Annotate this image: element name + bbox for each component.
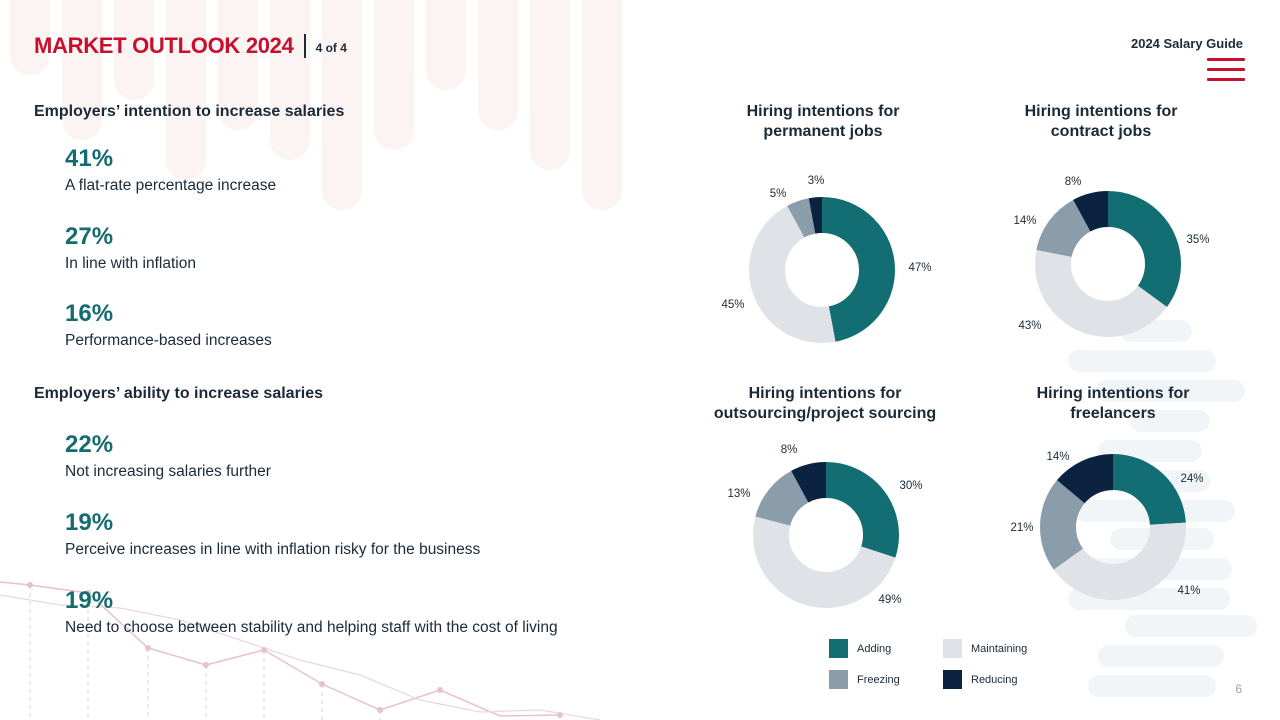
data-label-adding: 47% — [908, 262, 931, 274]
stat-value: 19% — [65, 587, 114, 614]
guide-label: 2024 Salary Guide — [1130, 36, 1243, 51]
legend-label: Adding — [857, 642, 892, 655]
data-label-reducing: 14% — [1046, 451, 1069, 463]
stat-label: Performance-based increases — [65, 332, 272, 349]
donut-slice-adding — [1035, 191, 1181, 337]
chart-title-line: outsourcing/project sourcing — [713, 405, 937, 422]
stat-value: 16% — [65, 300, 114, 327]
legend-item-maintaining: Maintaining — [943, 639, 1027, 658]
chart-title-line: Hiring intentions for — [1024, 103, 1178, 120]
donut-slice-maintaining — [753, 462, 899, 608]
section-heading-ability: Employers’ ability to increase salaries — [34, 385, 324, 402]
data-label-reducing: 8% — [781, 444, 798, 456]
stat-item: 19% Perceive increases in line with infl… — [65, 509, 480, 559]
chart-title-freelancers: Hiring intentions for freelancers — [978, 384, 1248, 424]
stat-value: 19% — [65, 509, 114, 536]
donut-slice-reducing — [1035, 191, 1181, 337]
legend-swatch — [943, 670, 962, 689]
stat-item: 16% Performance-based increases — [65, 300, 272, 350]
legend-item-reducing: Reducing — [943, 670, 1017, 689]
data-label-freezing: 21% — [1010, 522, 1033, 534]
stat-item: 19% Need to choose between stability and… — [65, 587, 558, 637]
chart-title-line: freelancers — [1070, 405, 1156, 422]
legend-label: Freezing — [857, 673, 900, 686]
background-decoration-line — [0, 581, 601, 720]
page-indicator: 4 of 4 — [315, 41, 347, 55]
stat-value: 22% — [65, 431, 114, 458]
stat-label: Not increasing salaries further — [65, 463, 271, 480]
data-label-reducing: 3% — [808, 175, 825, 187]
stat-label: In line with inflation — [65, 255, 196, 272]
chart-title-permanent: Hiring intentions for permanent jobs — [688, 102, 958, 142]
page-title: MARKET OUTLOOK 2024 — [34, 33, 294, 58]
legend-swatch — [943, 639, 962, 658]
data-label-maintaining: 43% — [1018, 320, 1041, 332]
stat-value: 41% — [65, 145, 114, 172]
legend-swatch — [829, 670, 848, 689]
page-header: MARKET OUTLOOK 2024 4 of 4 — [34, 33, 347, 59]
donut-slice-maintaining — [749, 197, 895, 343]
stat-item: 27% In line with inflation — [65, 223, 196, 273]
donut-slice-reducing — [753, 462, 899, 608]
data-label-maintaining: 45% — [721, 299, 744, 311]
donut-slice-reducing — [749, 197, 895, 343]
chart-title-line: permanent jobs — [763, 123, 883, 140]
legend-swatch — [829, 639, 848, 658]
donut-slice-freezing — [1035, 191, 1181, 337]
data-label-freezing: 14% — [1013, 215, 1036, 227]
chart-title-line: Hiring intentions for — [1036, 385, 1190, 402]
donut-slice-adding — [753, 462, 899, 608]
data-label-adding: 30% — [899, 480, 922, 492]
donut-slice-freezing — [749, 197, 895, 343]
donut-slice-freezing — [753, 462, 899, 608]
stat-item: 41% A flat-rate percentage increase — [65, 145, 276, 195]
stat-item: 22% Not increasing salaries further — [65, 431, 271, 481]
donut-slice-adding — [749, 197, 895, 343]
header-divider — [303, 34, 306, 58]
section-heading-intention: Employers’ intention to increase salarie… — [34, 103, 345, 120]
donut-slice-maintaining — [1035, 191, 1181, 337]
background-decoration-bars — [0, 0, 640, 220]
stat-label: A flat-rate percentage increase — [65, 177, 277, 194]
legend-item-adding: Adding — [829, 639, 891, 658]
stat-label: Need to choose between stability and hel… — [65, 619, 558, 636]
legend-label: Maintaining — [971, 642, 1028, 655]
legend-item-freezing: Freezing — [829, 670, 900, 689]
data-label-freezing: 5% — [770, 188, 787, 200]
stat-label: Perceive increases in line with inflatio… — [65, 541, 481, 558]
chart-title-contract: Hiring intentions for contract jobs — [966, 102, 1236, 142]
hamburger-menu-icon[interactable] — [1207, 58, 1245, 82]
stat-value: 27% — [65, 223, 114, 250]
data-label-freezing: 13% — [727, 488, 750, 500]
chart-title-line: Hiring intentions for — [746, 103, 900, 120]
page-number: 6 — [1235, 682, 1242, 696]
legend-label: Reducing — [971, 673, 1018, 686]
data-label-maintaining: 49% — [878, 594, 901, 606]
chart-title-line: Hiring intentions for — [748, 385, 902, 402]
data-label-adding: 35% — [1186, 234, 1209, 246]
chart-title-outsourcing: Hiring intentions for outsourcing/projec… — [690, 384, 960, 424]
data-label-reducing: 8% — [1065, 176, 1082, 188]
chart-title-line: contract jobs — [1050, 123, 1152, 140]
